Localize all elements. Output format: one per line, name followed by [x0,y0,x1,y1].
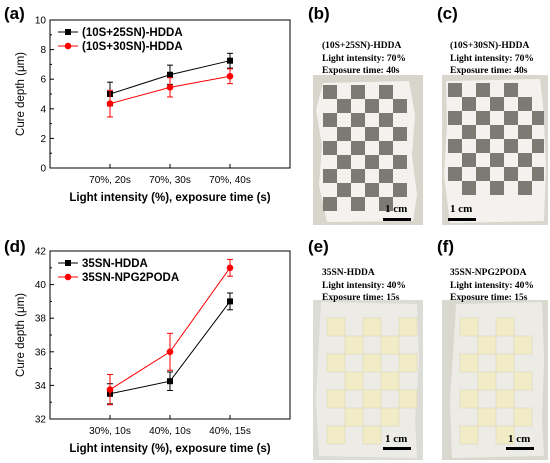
chart1-legend-label-1: 35SN-NPG2PODA [82,272,179,284]
chart0-series-0-point-2 [227,57,233,64]
chart0-ytick-label-1: 2 [40,134,46,145]
caption-b-line-3: Exposure time: 40s [322,66,400,76]
chart0-legend-label-1: (10S+30SN)-HDDA [82,41,183,53]
photo-f [442,300,548,460]
panel-label-f: (f) [437,237,454,256]
chart1-series-0-point-1 [167,378,173,385]
chart-a: 0 2 4 6 8 10 70%, 20s 70%, 30s 70%, 40s Light int… [15,16,291,204]
chart1-xtick-label-1: 40%, 10s [149,426,191,437]
photo-c [442,75,548,225]
chart0-legend-marker-1 [64,42,72,50]
chart0-xtick-label-2: 70%, 40s [209,175,251,186]
caption-b: (10S+25SN)-HDDA Light intensity: 70% Exp… [322,40,406,78]
photo-f-image [442,300,548,460]
chart1-legend-marker-1 [64,273,72,281]
chart1-legend-marker-0 [65,260,71,266]
caption-c-line-2: Light intensity: 70% [450,53,534,64]
chart0-xtick-label-0: 70%, 20s [89,175,131,186]
panel-label-b: (b) [308,4,330,23]
chart1-ytick-label-2: 36 [35,347,47,358]
panel-label-a: (a) [4,4,25,23]
caption-f: 35SN-NPG2PODA Light intensity: 40% Expos… [450,267,534,305]
caption-c-line-1: (10S+30SN)-HDDA [450,41,530,51]
caption-b-line-1: (10S+25SN)-HDDA [322,41,402,51]
chart1-series-1-line [109,267,231,391]
chart1-ylabel: Cure depth (μm) [15,293,27,377]
photo-e [313,300,423,460]
scale-bar-f [506,447,534,450]
chart0-legend-marker-0 [65,29,71,35]
scale-label-e: 1 cm [385,433,408,445]
chart1-series-1-point-0 [106,386,114,393]
photo-e-image [313,300,423,460]
chart0-series-1-point-2 [226,72,234,80]
caption-f-line-1: 35SN-NPG2PODA [450,268,527,278]
caption-e-line-1: 35SN-HDDA [322,268,375,278]
chart0-legend-label-0: (10S+25SN)-HDDA [82,27,183,39]
chart1-ytick-label-1: 34 [35,381,47,392]
chart0-xlabel: Light intensity (%), exposure time (s) [69,192,270,204]
caption-e-line-2: Light intensity: 40% [322,280,406,291]
scale-bar-b [383,218,411,221]
photo-b-image [313,75,423,225]
caption-c: (10S+30SN)-HDDA Light intensity: 70% Exp… [450,40,534,78]
chart1-series-1-point-1 [166,348,174,356]
chart1-ytick-label-5: 42 [35,247,47,258]
chart0-xtick-label-1: 70%, 30s [149,175,191,186]
chart1-xtick-label-2: 40%, 15s [209,426,251,437]
chart0-ylabel: Cure depth (μm) [15,52,27,136]
caption-e: 35SN-HDDA Light intensity: 40% Exposure … [322,267,406,305]
chart1-series-1-point-2 [226,264,234,272]
photo-c-image [442,75,548,225]
caption-f-line-3: Exposure time: 15s [450,293,528,303]
caption-e-line-3: Exposure time: 15s [322,293,400,303]
scale-label-b: 1 cm [385,203,408,215]
panel-label-e: (e) [308,237,329,256]
caption-f-line-2: Light intensity: 40% [450,280,534,291]
caption-c-line-3: Exposure time: 40s [450,66,528,76]
chart1-xtick-label-0: 30%, 10s [89,426,131,437]
chart-d: 32 34 36 38 40 42 30%, 10s 40%, 10s 40%, 15s Ligh… [15,247,291,455]
chart1-series-0-point-2 [227,298,233,305]
chart0-ytick-label-2: 4 [40,104,46,115]
scale-label-f: 1 cm [508,433,531,445]
chart0-ytick-label-0: 0 [40,164,46,175]
chart0-series-0-point-1 [167,71,173,78]
caption-b-line-2: Light intensity: 70% [322,53,406,64]
chart0-ytick-label-3: 6 [40,75,46,86]
chart1-legend-label-0: 35SN-HDDA [82,258,148,270]
chart1-ytick-label-3: 38 [35,314,47,325]
scale-bar-e [383,447,411,450]
chart0-ytick-label-4: 8 [40,45,46,56]
scale-label-c: 1 cm [450,203,473,215]
chart1-ytick-label-0: 32 [35,415,47,426]
photo-b [313,75,423,225]
scale-bar-c [448,218,476,221]
chart1-ytick-label-4: 40 [35,280,47,291]
chart0-series-1-point-1 [166,84,174,91]
panel-label-c: (c) [437,4,458,23]
chart1-xlabel: Light intensity (%), exposure time (s) [69,443,270,455]
panel-label-d: (d) [4,237,26,256]
chart0-series-1-point-0 [106,100,114,107]
chart0-ytick-label-5: 10 [35,16,47,27]
